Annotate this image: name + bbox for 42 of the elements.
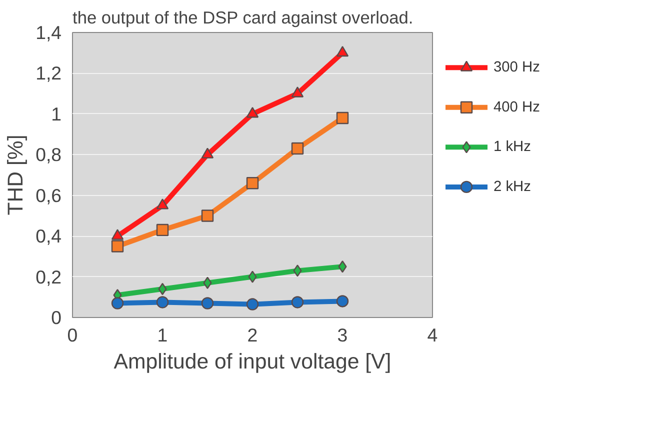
point bbox=[291, 86, 304, 98]
point bbox=[111, 229, 124, 240]
point bbox=[336, 46, 349, 57]
y-tick-label: 1,2 bbox=[36, 62, 62, 84]
y-tick-label: 0,8 bbox=[36, 144, 62, 166]
point bbox=[201, 210, 214, 222]
legend-label: 2 kHz bbox=[494, 178, 531, 195]
point bbox=[246, 106, 259, 118]
point bbox=[156, 296, 169, 308]
x-tick-label: 0 bbox=[67, 324, 78, 346]
point bbox=[291, 142, 304, 155]
legend-label: 1 kHz bbox=[494, 139, 531, 156]
point bbox=[201, 148, 214, 158]
point bbox=[248, 270, 257, 283]
point bbox=[156, 198, 169, 210]
y-tick-label: 1,4 bbox=[36, 22, 62, 43]
y-tick-label: 0,2 bbox=[36, 266, 62, 288]
point bbox=[246, 177, 259, 190]
legend-label: 400 Hz bbox=[494, 99, 540, 116]
y-tick-label: 0 bbox=[51, 307, 62, 328]
legend-label: 300 Hz bbox=[494, 60, 540, 76]
point bbox=[336, 112, 349, 124]
x-tick-label: 2 bbox=[247, 324, 258, 346]
y-axis-title: THD [%] bbox=[4, 134, 28, 216]
point bbox=[203, 276, 212, 289]
x-tick-label: 4 bbox=[427, 324, 438, 346]
point bbox=[111, 240, 124, 252]
text: the output of the DSP card against overload. bbox=[72, 8, 414, 28]
point bbox=[338, 260, 347, 273]
point bbox=[201, 297, 214, 310]
point bbox=[291, 296, 304, 308]
y-tick-label: 0,4 bbox=[36, 226, 62, 247]
point bbox=[246, 298, 259, 310]
y-tick-label: 1 bbox=[51, 103, 62, 124]
y-tick-label: 0,6 bbox=[36, 184, 62, 206]
x-axis-title: Amplitude of input voltage [V] bbox=[114, 350, 392, 374]
point bbox=[293, 264, 302, 277]
x-tick-label: 3 bbox=[337, 324, 348, 346]
point bbox=[336, 295, 349, 308]
point bbox=[156, 224, 169, 236]
x-tick-label: 1 bbox=[157, 324, 168, 346]
point bbox=[111, 297, 124, 310]
